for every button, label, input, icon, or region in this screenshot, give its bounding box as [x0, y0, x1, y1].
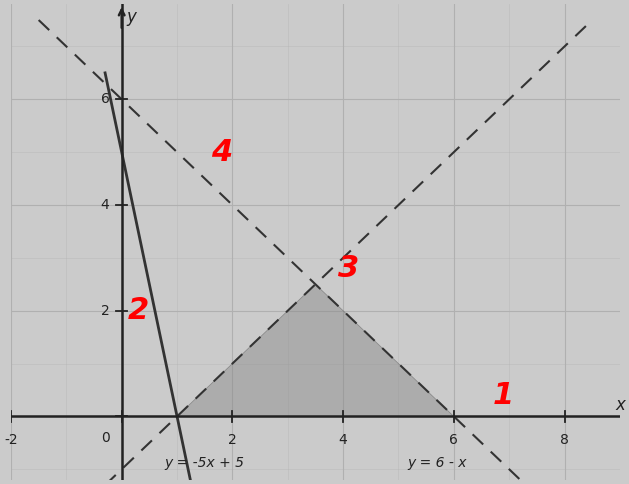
- Text: 4: 4: [339, 433, 347, 447]
- Text: 4: 4: [101, 198, 109, 212]
- Text: y: y: [126, 8, 136, 27]
- Text: 1: 1: [493, 381, 515, 410]
- Text: 2: 2: [228, 433, 237, 447]
- Text: y = 6 - x: y = 6 - x: [408, 456, 467, 470]
- Text: 2: 2: [128, 296, 149, 325]
- Text: 4: 4: [211, 137, 232, 166]
- Text: 2: 2: [101, 303, 109, 318]
- Text: y = -5x + 5: y = -5x + 5: [165, 456, 245, 470]
- Text: 0: 0: [101, 431, 109, 445]
- Text: 6: 6: [101, 92, 109, 106]
- Text: 3: 3: [338, 254, 359, 283]
- Text: 6: 6: [449, 433, 459, 447]
- Polygon shape: [177, 284, 454, 416]
- Text: x: x: [615, 396, 625, 414]
- Text: 8: 8: [560, 433, 569, 447]
- Text: -2: -2: [4, 433, 18, 447]
